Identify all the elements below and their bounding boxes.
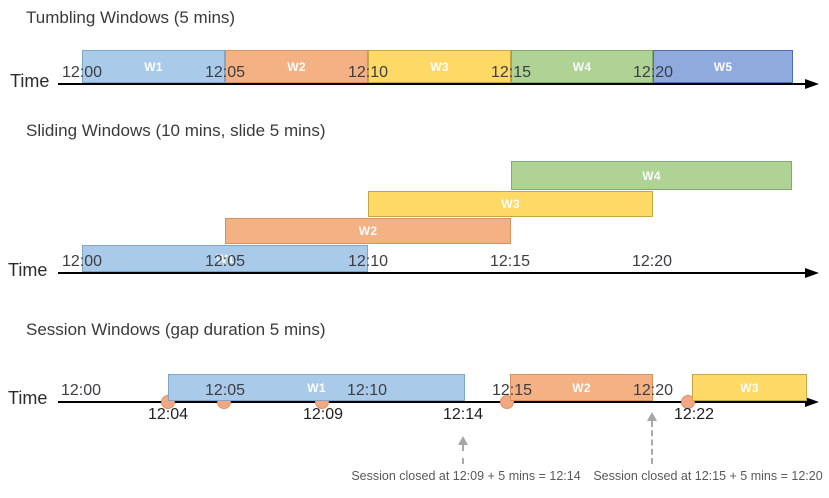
sliding-tick-1220: 12:20 [631,253,673,270]
sliding-window-w2: W2 [225,218,511,244]
sliding-window-w4: W4 [511,161,792,190]
sliding-tick-1200: 12:00 [61,253,103,270]
event-label-1222: 12:22 [673,406,715,423]
sliding-time-axis [58,272,806,274]
sliding-tick-1210: 12:10 [347,253,389,270]
tumbling-tick-1220: 12:20 [632,64,674,81]
session-tick-1200: 12:00 [60,382,102,399]
session-window-w2: W2 [510,374,653,401]
sliding-time-label: Time [8,260,48,280]
callout-arrowhead-icon [647,412,657,421]
tumbling-tick-1205: 12:05 [204,64,246,81]
sliding-axis-arrow-icon [805,268,819,278]
tumbling-window-w2: W2 [225,50,368,83]
tumbling-tick-1215: 12:15 [490,64,532,81]
tumbling-time-axis [58,83,806,85]
window-label: W1 [307,380,326,395]
window-label: W1 [144,59,163,74]
sliding-tick-1205: 12:05 [204,253,246,270]
session-tick-1205: 12:05 [204,382,246,399]
tumbling-window-w5: W5 [653,50,793,83]
session-close-annotation-2: Session closed at 12:15 + 5 mins = 12:20 [593,469,823,483]
window-label: W3 [430,59,449,74]
window-label: W2 [572,380,591,395]
tumbling-title: Tumbling Windows (5 mins) [26,8,236,27]
tumbling-axis-arrow-icon [805,79,819,89]
callout-arrowhead-icon [458,436,468,445]
tumbling-window-w1: W1 [82,50,225,83]
tumbling-window-w4: W4 [511,50,653,83]
session-title: Session Windows (gap duration 5 mins) [26,320,326,339]
event-label-1204: 12:04 [147,406,189,423]
sliding-tick-1215: 12:15 [489,253,531,270]
tumbling-time-label: Time [10,71,50,91]
session-window-w3: W3 [692,374,807,401]
sliding-window-w1: W1 [82,245,368,272]
session-tick-1220: 12:20 [632,382,674,399]
callout-arrow-line [462,445,464,464]
callout-arrow-line [651,421,653,464]
window-label: W2 [287,59,306,74]
window-label: W3 [740,380,759,395]
tumbling-tick-1200: 12:00 [61,64,103,81]
session-axis-arrow-icon [805,397,819,407]
session-time-axis [58,401,806,403]
session-window-w1: W1 [168,374,465,401]
session-tick-1215: 12:15 [491,382,533,399]
window-label: W1 [215,251,235,266]
window-label: W3 [501,197,520,211]
sliding-window-w3: W3 [368,191,653,217]
window-label: W5 [713,59,733,74]
window-label: W2 [358,224,378,238]
window-label: W4 [642,168,661,183]
session-time-label: Time [8,388,48,408]
session-tick-1210: 12:10 [346,382,388,399]
window-label: W4 [572,59,592,74]
tumbling-tick-1210: 12:10 [347,64,389,81]
event-label-1209: 12:09 [302,406,344,423]
session-close-annotation-1: Session closed at 12:09 + 5 mins = 12:14 [351,469,581,483]
event-dot-1222 [681,395,695,409]
sliding-title: Sliding Windows (10 mins, slide 5 mins) [26,121,326,140]
tumbling-window-w3: W3 [368,50,511,83]
event-label-1214: 12:14 [442,406,484,423]
